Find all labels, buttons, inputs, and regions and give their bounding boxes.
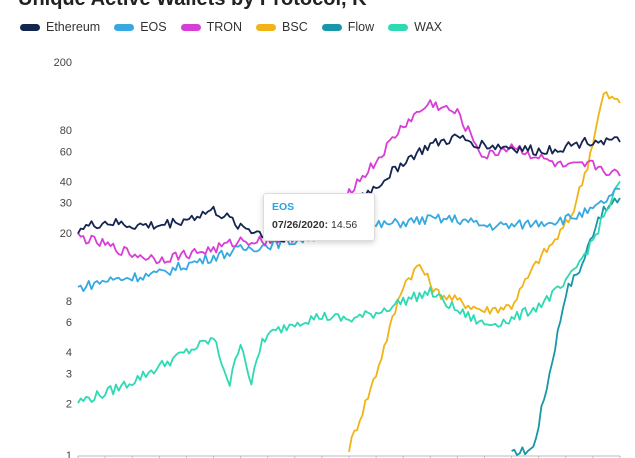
y-tick-label: 20 <box>60 228 72 240</box>
tooltip-series-name: EOS <box>272 201 295 213</box>
tooltip-row: 07/26/2020: 14.56 <box>272 219 358 231</box>
legend-item-flow[interactable]: Flow <box>321 20 375 34</box>
legend-swatch-bsc <box>256 23 277 31</box>
y-tick-label: 2 <box>66 399 72 411</box>
series-line-tron[interactable] <box>77 99 621 265</box>
legend-item-bsc[interactable]: BSC <box>256 20 308 34</box>
y-tick-label: 200 <box>54 57 72 69</box>
legend-item-eos[interactable]: EOS <box>114 20 167 34</box>
y-tick-label: 8 <box>66 296 72 308</box>
y-tick-label: 60 <box>60 146 72 158</box>
legend-item-wax[interactable]: WAX <box>388 20 442 34</box>
y-tick-label: 80 <box>60 125 72 137</box>
hover-tooltip: EOS 07/26/2020: 14.56 <box>263 193 375 241</box>
tooltip-date: 07/26/2020 <box>272 219 325 231</box>
legend-swatch-wax <box>388 23 409 31</box>
x-axis <box>77 455 621 458</box>
series-lines <box>77 91 621 456</box>
legend-swatch-tron <box>180 23 201 31</box>
y-tick-label: 40 <box>60 176 72 188</box>
legend-label-bsc: BSC <box>282 20 308 34</box>
legend-item-ethereum[interactable]: Ethereum <box>20 20 100 34</box>
y-tick-label: 30 <box>60 198 72 210</box>
y-tick-label: 3 <box>66 369 72 381</box>
y-axis: 1 2 3 4 6 8 20 30 40 60 80 200 <box>54 57 72 458</box>
legend-swatch-flow <box>321 23 342 31</box>
legend-label-tron: TRON <box>206 20 243 34</box>
legend-item-tron[interactable]: TRON <box>180 20 243 34</box>
series-line-flow[interactable] <box>511 197 621 456</box>
legend-label-flow: Flow <box>347 20 375 34</box>
chart-title: Unique Active Wallets by Protocol, K <box>18 0 367 11</box>
tooltip-value: 14.56 <box>330 219 358 231</box>
legend-label-ethereum: Ethereum <box>46 20 101 34</box>
legend-swatch-ethereum <box>20 23 40 31</box>
y-tick-label: 1 <box>66 450 72 458</box>
y-tick-label: 6 <box>66 317 72 329</box>
legend-label-eos: EOS <box>140 20 167 34</box>
y-tick-label: 4 <box>66 347 72 359</box>
legend-label-wax: WAX <box>414 20 443 34</box>
series-line-wax[interactable] <box>77 180 621 404</box>
legend: Ethereum EOS TRON BSC Flow WAX <box>20 20 442 34</box>
series-line-bsc[interactable] <box>348 91 621 452</box>
legend-swatch-eos <box>114 23 135 31</box>
